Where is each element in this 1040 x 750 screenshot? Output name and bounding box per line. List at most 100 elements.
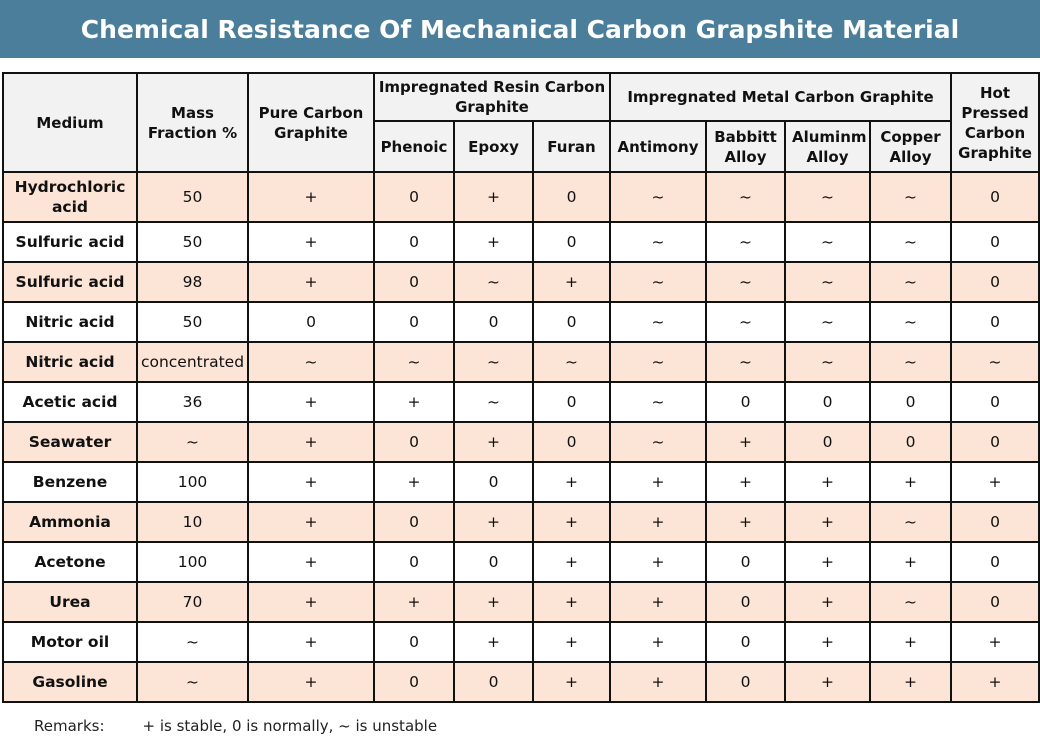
resistance-cell: + — [247, 501, 375, 543]
resistance-cell: 0 — [950, 221, 1040, 263]
mass-fraction-cell: 50 — [136, 221, 249, 263]
resistance-cell: ~ — [453, 381, 534, 423]
resistance-cell: 0 — [950, 541, 1040, 583]
resistance-cell: + — [247, 171, 375, 223]
resistance-cell: 0 — [950, 171, 1040, 223]
resistance-cell: 0 — [868, 381, 953, 423]
medium-cell: Sulfuric acid — [2, 261, 138, 303]
remarks: Remarks: + is stable, 0 is normally, ~ is… — [34, 717, 437, 735]
resistance-cell: + — [609, 621, 707, 663]
page-title: Chemical Resistance Of Mechanical Carbon… — [0, 0, 1040, 58]
resistance-cell: + — [532, 581, 611, 623]
mass-fraction-cell: 100 — [136, 541, 249, 583]
resistance-cell: + — [532, 261, 611, 303]
resistance-cell: + — [609, 541, 707, 583]
table-row: Sulfuric acid 50 +0 +0 ~ ~ ~ ~0 — [2, 221, 1040, 263]
resistance-cell: 0 — [453, 541, 534, 583]
mass-fraction-cell: ~ — [136, 621, 249, 663]
table-row: Hydrochloric acid 50 +0 +0 ~ ~ ~ ~0 — [2, 171, 1040, 223]
resistance-cell: ~ — [868, 581, 953, 623]
resistance-cell: ~ — [784, 171, 871, 223]
table-row: Acetone 100 +0 0 + +0 + +0 — [2, 541, 1040, 583]
resistance-cell: + — [784, 461, 871, 503]
resistance-cell: + — [868, 461, 953, 503]
resistance-cell: ~ — [784, 341, 871, 383]
resistance-cell: ~ — [373, 341, 455, 383]
resistance-cell: ~ — [609, 421, 707, 463]
chemical-resistance-table: Medium Mass Fraction % Pure Carbon Graph… — [2, 72, 1040, 703]
resistance-cell: ~ — [609, 261, 707, 303]
medium-cell: Hydrochloric acid — [2, 171, 138, 223]
resistance-cell: + — [247, 541, 375, 583]
resistance-cell: 0 — [950, 261, 1040, 303]
resistance-cell: + — [247, 581, 375, 623]
resistance-cell: ~ — [868, 171, 953, 223]
medium-cell: Acetone — [2, 541, 138, 583]
resistance-cell: 0 — [247, 301, 375, 343]
resistance-cell: 0 — [373, 221, 455, 263]
resistance-cell: + — [705, 501, 786, 543]
medium-cell: Acetic acid — [2, 381, 138, 423]
resistance-cell: 0 — [532, 381, 611, 423]
resistance-cell: + — [532, 461, 611, 503]
resistance-cell: + — [373, 381, 455, 423]
resistance-cell: 0 — [532, 171, 611, 223]
resistance-cell: ~ — [247, 341, 375, 383]
resistance-cell: 0 — [532, 221, 611, 263]
resistance-cell: + — [453, 421, 534, 463]
resistance-cell: + — [784, 501, 871, 543]
resistance-cell: + — [453, 621, 534, 663]
resistance-cell: 0 — [784, 381, 871, 423]
mass-fraction-cell: 98 — [136, 261, 249, 303]
mass-fraction-cell: 70 — [136, 581, 249, 623]
resistance-cell: + — [784, 661, 871, 703]
resistance-cell: ~ — [705, 341, 786, 383]
resistance-cell: + — [247, 421, 375, 463]
resistance-cell: + — [373, 581, 455, 623]
resistance-cell: ~ — [868, 501, 953, 543]
resistance-cell: 0 — [373, 301, 455, 343]
resistance-cell: ~ — [784, 261, 871, 303]
mass-fraction-cell: ~ — [136, 661, 249, 703]
resistance-cell: ~ — [609, 171, 707, 223]
medium-cell: Nitric acid — [2, 341, 138, 383]
resistance-cell: + — [784, 541, 871, 583]
mass-fraction-cell: 50 — [136, 301, 249, 343]
resistance-cell: + — [868, 661, 953, 703]
resistance-cell: ~ — [868, 221, 953, 263]
resistance-cell: + — [453, 221, 534, 263]
resistance-cell: 0 — [532, 301, 611, 343]
resistance-cell: ~ — [705, 171, 786, 223]
resistance-cell: + — [532, 501, 611, 543]
resistance-cell: ~ — [453, 261, 534, 303]
resistance-cell: + — [784, 621, 871, 663]
remarks-text: + is stable, 0 is normally, ~ is unstabl… — [142, 717, 438, 735]
table-row: Gasoline ~ +0 0 + +0 + + + — [2, 661, 1040, 703]
resistance-cell: ~ — [453, 341, 534, 383]
resistance-cell: 0 — [453, 301, 534, 343]
table-row: Motor oil ~ +0 + + +0 + + + — [2, 621, 1040, 663]
resistance-cell: + — [453, 581, 534, 623]
resistance-cell: + — [247, 661, 375, 703]
header-copper: Copper Alloy — [868, 120, 953, 173]
resistance-cell: + — [950, 621, 1040, 663]
resistance-cell: 0 — [373, 501, 455, 543]
table-row: Urea 70 + + + + +0 + ~0 — [2, 581, 1040, 623]
resistance-cell: ~ — [532, 341, 611, 383]
resistance-cell: + — [705, 461, 786, 503]
mass-fraction-cell: 10 — [136, 501, 249, 543]
resistance-cell: 0 — [453, 661, 534, 703]
resistance-cell: 0 — [705, 621, 786, 663]
resistance-cell: ~ — [868, 341, 953, 383]
resistance-cell: ~ — [705, 221, 786, 263]
mass-fraction-cell: 36 — [136, 381, 249, 423]
resistance-cell: ~ — [609, 301, 707, 343]
medium-cell: Motor oil — [2, 621, 138, 663]
resistance-cell: + — [950, 661, 1040, 703]
resistance-cell: ~ — [868, 261, 953, 303]
medium-cell: Seawater — [2, 421, 138, 463]
header-phenoic: Phenoic — [373, 120, 455, 173]
resistance-cell: ~ — [784, 301, 871, 343]
header-antimony: Antimony — [609, 120, 707, 173]
resistance-cell: ~ — [784, 221, 871, 263]
